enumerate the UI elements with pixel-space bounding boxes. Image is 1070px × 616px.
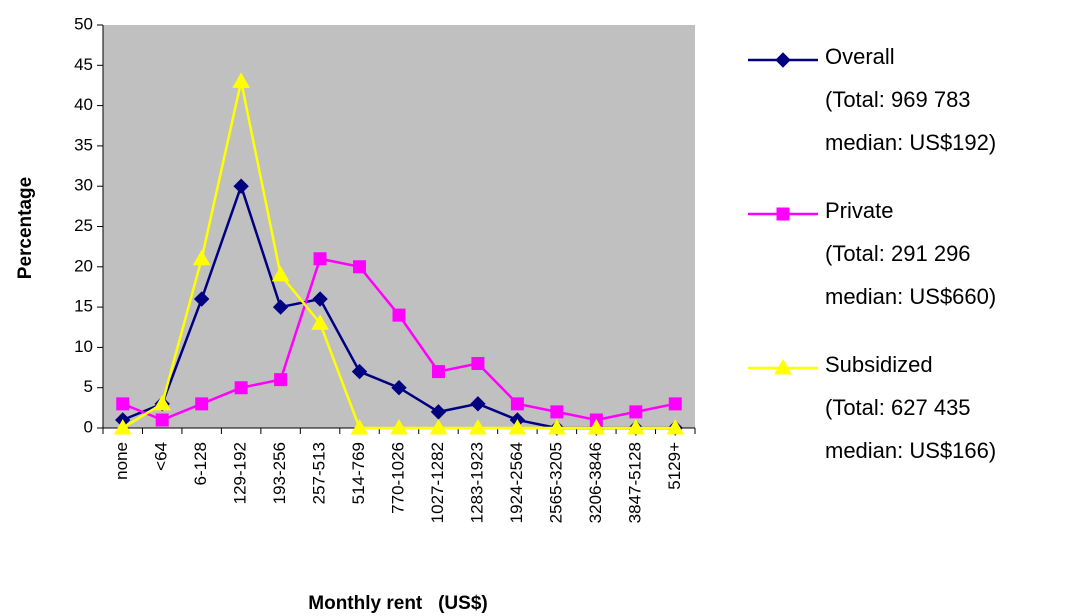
legend-label: Overall bbox=[825, 44, 895, 69]
marker bbox=[469, 418, 487, 435]
marker bbox=[429, 418, 448, 435]
series bbox=[113, 72, 685, 435]
marker bbox=[155, 413, 169, 427]
marker bbox=[776, 207, 790, 221]
marker bbox=[116, 397, 130, 411]
y-tick-label: 10 bbox=[74, 337, 93, 356]
marker bbox=[774, 358, 792, 375]
y-tick-label: 50 bbox=[74, 14, 93, 33]
y-tick-label: 5 bbox=[84, 377, 93, 396]
x-tick-label: 129-192 bbox=[231, 442, 250, 504]
marker bbox=[153, 394, 172, 411]
marker bbox=[350, 418, 369, 435]
legend-detail: median: US$166) bbox=[825, 438, 996, 463]
marker bbox=[510, 397, 524, 411]
marker bbox=[193, 291, 210, 307]
y-tick-label: 45 bbox=[74, 55, 93, 74]
marker bbox=[272, 299, 289, 315]
marker bbox=[390, 418, 408, 435]
x-tick-label: <64 bbox=[152, 442, 171, 471]
x-tick-label: 1027-1282 bbox=[428, 442, 447, 523]
marker bbox=[113, 418, 132, 435]
marker bbox=[471, 357, 485, 371]
marker bbox=[431, 365, 445, 379]
marker bbox=[195, 397, 209, 411]
marker bbox=[668, 397, 682, 411]
y-axis-title: Percentage bbox=[15, 177, 36, 279]
marker bbox=[470, 396, 486, 412]
y-tick-label: 0 bbox=[84, 417, 93, 436]
marker bbox=[312, 291, 328, 307]
marker bbox=[550, 405, 564, 419]
y-tick-label: 35 bbox=[74, 135, 93, 154]
marker bbox=[234, 381, 248, 395]
marker bbox=[666, 418, 685, 435]
x-tick-label: none bbox=[112, 442, 131, 480]
marker bbox=[548, 418, 566, 435]
marker bbox=[274, 373, 288, 387]
x-tick-label: 1924-2564 bbox=[507, 442, 526, 523]
y-tick-label: 25 bbox=[74, 216, 93, 235]
x-tick-label: 257-513 bbox=[310, 442, 329, 504]
marker bbox=[233, 178, 249, 194]
legend-detail: (Total: 627 435 bbox=[825, 395, 971, 420]
marker bbox=[775, 52, 791, 68]
marker bbox=[313, 252, 327, 266]
y-tick-label: 30 bbox=[74, 176, 93, 195]
x-tick-label: 514-769 bbox=[349, 442, 368, 504]
marker bbox=[271, 265, 290, 282]
marker bbox=[430, 404, 447, 420]
marker bbox=[391, 379, 407, 396]
plot-area bbox=[103, 25, 695, 428]
x-tick-label: 3847-5128 bbox=[625, 442, 644, 523]
x-tick-label: 770-1026 bbox=[388, 442, 407, 514]
marker bbox=[392, 308, 406, 322]
marker bbox=[587, 418, 606, 435]
legend-detail: (Total: 291 296 bbox=[825, 241, 971, 266]
legend-label: Private bbox=[825, 198, 893, 223]
y-tick-label: 40 bbox=[74, 95, 93, 114]
x-tick-label: 1283-1923 bbox=[467, 442, 486, 523]
x-tick-label: 2565-3205 bbox=[546, 442, 565, 523]
y-tick-label: 20 bbox=[74, 256, 93, 275]
legend-detail: median: US$660) bbox=[825, 284, 996, 309]
legend-detail: (Total: 969 783 bbox=[825, 87, 971, 112]
marker bbox=[232, 72, 250, 88]
marker bbox=[626, 418, 645, 435]
x-tick-label: 5129+ bbox=[665, 442, 684, 490]
x-tick-label: 6-128 bbox=[191, 442, 210, 485]
legend-detail: median: US$192) bbox=[825, 130, 996, 155]
marker bbox=[192, 249, 211, 266]
y-tick-label: 15 bbox=[74, 297, 93, 316]
marker bbox=[353, 260, 367, 274]
marker bbox=[351, 363, 368, 380]
x-tick-label: 3206-3846 bbox=[586, 442, 605, 523]
x-axis-title: Monthly rent (US$) bbox=[308, 593, 487, 614]
marker bbox=[629, 405, 643, 419]
marker bbox=[311, 314, 329, 330]
marker bbox=[508, 418, 527, 435]
legend-label: Subsidized bbox=[825, 352, 933, 377]
series bbox=[116, 252, 682, 427]
x-tick-label: 193-256 bbox=[270, 442, 289, 504]
